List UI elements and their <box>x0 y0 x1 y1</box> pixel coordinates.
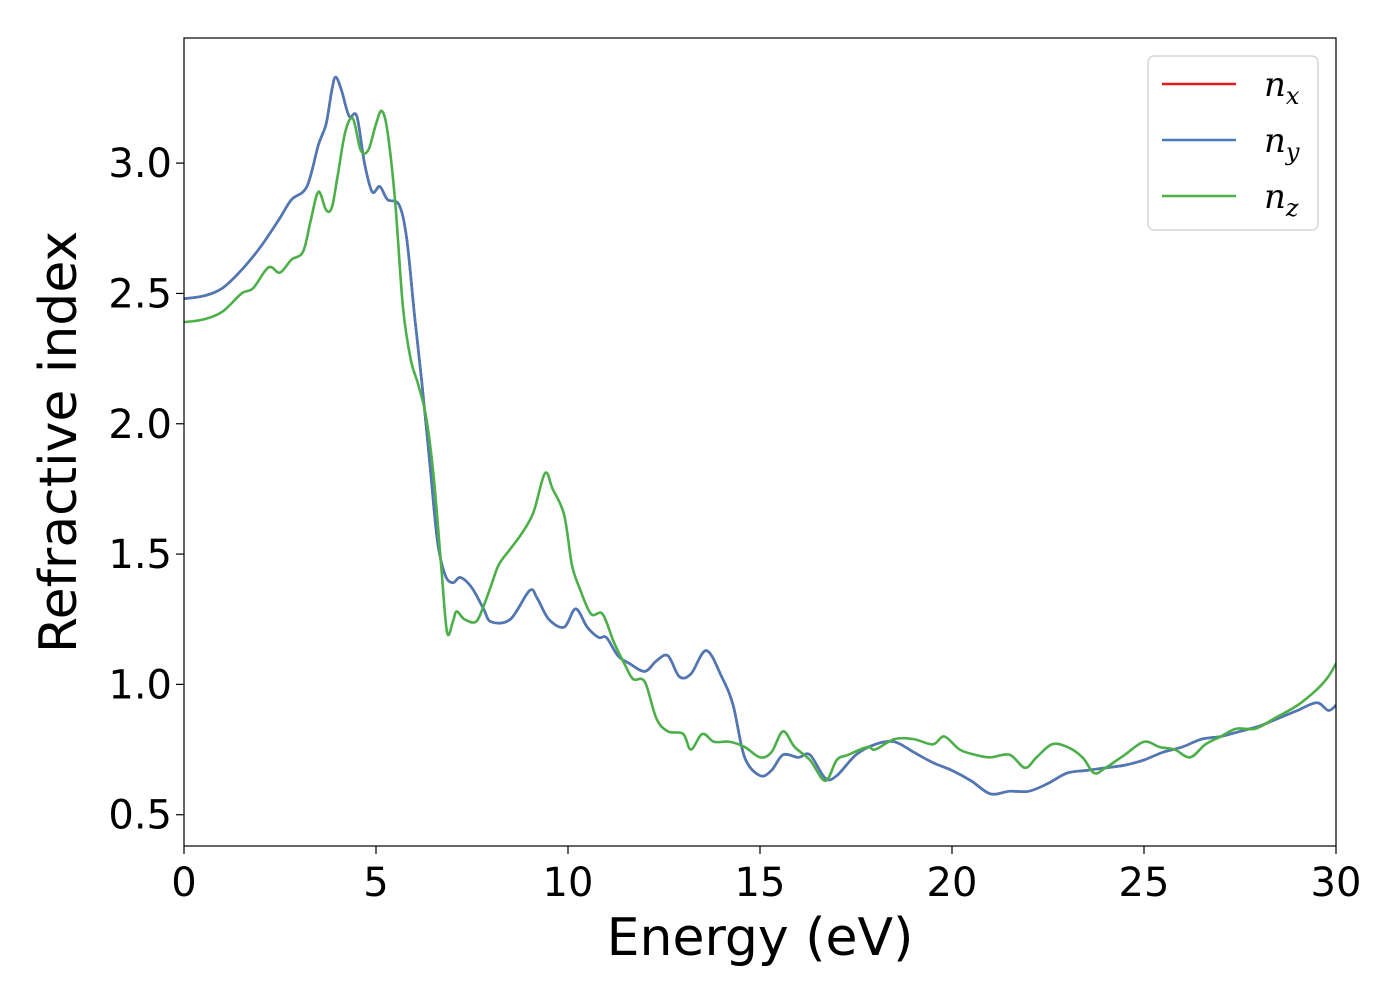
legend-label: ny <box>1264 121 1300 166</box>
y-tick-label: 1.5 <box>108 532 172 578</box>
x-axis: 0 5 10 15 20 25 30 <box>171 846 1361 906</box>
x-tick-label: 15 <box>735 860 786 906</box>
x-tick-label: 30 <box>1311 860 1362 906</box>
x-tick-label: 5 <box>363 860 388 906</box>
x-axis-label: Energy (eV) <box>607 908 914 968</box>
x-tick-label: 25 <box>1119 860 1170 906</box>
y-axis: 0.5 1.0 1.5 2.0 2.5 3.0 <box>108 141 184 839</box>
y-tick-label: 2.0 <box>108 402 172 448</box>
series-line-n-z <box>184 109 1336 783</box>
y-tick-label: 3.0 <box>108 141 172 187</box>
y-tick-label: 2.5 <box>108 271 172 317</box>
y-tick-label: 0.5 <box>108 793 172 839</box>
x-tick-label: 10 <box>543 860 594 906</box>
legend: nx ny nz <box>1147 55 1319 231</box>
x-tick-label: 0 <box>171 860 196 906</box>
legend-label: nz <box>1264 177 1299 222</box>
legend-box <box>1147 55 1319 231</box>
x-tick-label: 20 <box>927 860 978 906</box>
legend-label: nx <box>1264 65 1300 110</box>
y-tick-label: 1.0 <box>108 662 172 708</box>
series-lines <box>184 75 1336 796</box>
series-line-n-y <box>184 75 1336 796</box>
y-axis-label: Refractive index <box>29 231 89 653</box>
